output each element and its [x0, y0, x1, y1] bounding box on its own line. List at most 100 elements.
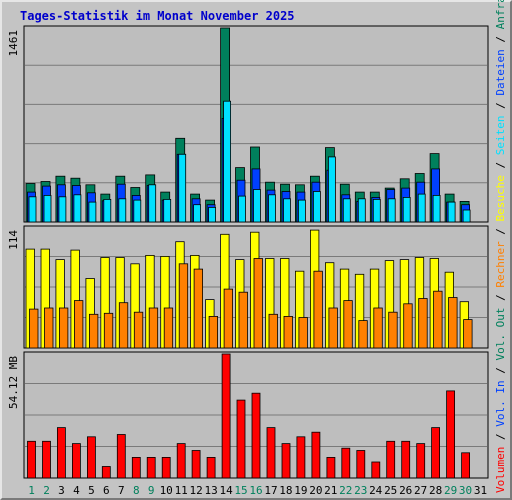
x-tick-label-day-23: 23 — [354, 484, 367, 497]
bar-volumen-12 — [191, 450, 201, 479]
x-tick-label-day-31: 31 — [474, 484, 487, 497]
bar-volumen-25 — [386, 440, 396, 479]
bar-rechner-29 — [448, 297, 458, 349]
bar-seiten-12 — [193, 204, 202, 223]
bar-seiten-5 — [88, 201, 97, 223]
bar-volumen-26 — [401, 440, 411, 479]
bar-seiten-18 — [283, 198, 291, 223]
bar-seiten-3 — [58, 196, 67, 223]
bar-seiten-8 — [133, 199, 142, 223]
bar-seiten-19 — [297, 199, 306, 223]
bar-seiten-7 — [118, 198, 127, 223]
bar-volumen-21 — [326, 456, 336, 479]
legend-entry: Vol. Out — [494, 308, 507, 361]
bar-volumen-18 — [281, 443, 291, 479]
bar-rechner-4 — [74, 300, 84, 349]
bar-volumen-9 — [146, 456, 156, 479]
legend-entry: Volumen — [494, 447, 507, 493]
bar-volumen-10 — [161, 456, 171, 479]
bar-volumen-13 — [206, 456, 216, 479]
bar-volumen-3 — [57, 427, 66, 479]
x-tick-label-day-30: 30 — [459, 484, 472, 497]
x-tick-label-day-22: 22 — [339, 484, 352, 497]
bar-seiten-14 — [223, 100, 232, 223]
bar-volumen-29 — [446, 390, 456, 479]
bar-volumen-27 — [416, 443, 426, 479]
legend-entry: / — [494, 29, 507, 49]
x-tick-label-day-1: 1 — [28, 484, 35, 497]
bar-rechner-3 — [59, 307, 69, 349]
bar-rechner-19 — [298, 317, 308, 349]
bar-rechner-28 — [433, 290, 443, 349]
x-tick-label-day-4: 4 — [73, 484, 80, 497]
bar-volumen-1 — [27, 440, 36, 479]
x-tick-label-day-26: 26 — [399, 484, 412, 497]
bar-seiten-10 — [163, 198, 172, 223]
panel-3-scale-label: 54.12 MB — [7, 356, 20, 409]
x-tick-label-day-27: 27 — [414, 484, 427, 497]
x-tick-label-day-21: 21 — [324, 484, 337, 497]
legend: Volumen / Vol. In / Vol. Out / Rechner /… — [494, 0, 507, 493]
bar-rechner-17 — [268, 313, 278, 349]
x-tick-label-day-18: 18 — [279, 484, 292, 497]
x-tick-label-day-25: 25 — [384, 484, 397, 497]
bar-rechner-18 — [283, 315, 293, 349]
bar-rechner-13 — [208, 315, 219, 349]
bar-volumen-19 — [296, 436, 306, 479]
x-tick-label-day-11: 11 — [175, 484, 188, 497]
bar-seiten-23 — [357, 198, 366, 223]
legend-entry: / — [494, 96, 507, 116]
bar-seiten-28 — [432, 194, 441, 223]
bar-seiten-25 — [387, 198, 396, 223]
bar-volumen-17 — [266, 427, 276, 479]
bar-rechner-15 — [238, 291, 248, 349]
x-tick-label-day-28: 28 — [429, 484, 442, 497]
bar-volumen-7 — [116, 434, 126, 479]
bar-seiten-4 — [73, 194, 82, 223]
bar-seiten-17 — [268, 194, 276, 223]
legend-entry: / — [494, 155, 507, 175]
legend-entry: / — [494, 361, 507, 381]
x-tick-label-day-7: 7 — [118, 484, 125, 497]
bar-seiten-29 — [447, 201, 456, 223]
bar-seiten-16 — [253, 189, 261, 223]
bar-seiten-21 — [327, 156, 336, 223]
x-tick-label-day-3: 3 — [58, 484, 65, 497]
x-tick-label-day-5: 5 — [88, 484, 95, 497]
x-tick-label-day-15: 15 — [234, 484, 247, 497]
bar-rechner-2 — [44, 307, 54, 349]
bar-volumen-6 — [101, 466, 111, 479]
legend-entry: Rechner — [494, 241, 507, 288]
bar-rechner-27 — [418, 298, 428, 349]
legend-entry: Besuche — [494, 175, 507, 221]
x-tick-label-day-12: 12 — [189, 484, 202, 497]
bar-volumen-20 — [311, 431, 321, 479]
bar-rechner-21 — [328, 307, 338, 349]
bar-volumen-16 — [251, 392, 261, 479]
chart-title: Tages-Statistik im Monat November 2025 — [20, 9, 295, 23]
legend-entry: Dateien — [494, 49, 507, 95]
bar-rechner-14 — [223, 288, 234, 349]
bar-volumen-4 — [72, 443, 81, 479]
x-tick-label-day-24: 24 — [369, 484, 383, 497]
x-tick-label-day-16: 16 — [249, 484, 262, 497]
panel-1-scale-label: 1461 — [7, 30, 20, 57]
bar-rechner-7 — [118, 302, 129, 349]
x-tick-label-day-29: 29 — [444, 484, 457, 497]
x-tick-label-day-20: 20 — [309, 484, 322, 497]
bar-seiten-27 — [417, 193, 426, 223]
bar-seiten-24 — [372, 198, 381, 223]
bar-seiten-2 — [43, 194, 52, 223]
legend-entry: / — [494, 221, 507, 241]
bar-volumen-24 — [371, 461, 381, 479]
x-tick-label-day-9: 9 — [148, 484, 155, 497]
bar-seiten-22 — [342, 198, 351, 223]
bar-rechner-1 — [29, 308, 39, 349]
bar-rechner-20 — [313, 270, 323, 349]
bar-rechner-10 — [163, 307, 174, 349]
x-tick-label-day-14: 14 — [219, 484, 233, 497]
x-tick-label-day-19: 19 — [294, 484, 307, 497]
bar-volumen-8 — [131, 456, 141, 479]
bar-rechner-25 — [388, 311, 398, 349]
